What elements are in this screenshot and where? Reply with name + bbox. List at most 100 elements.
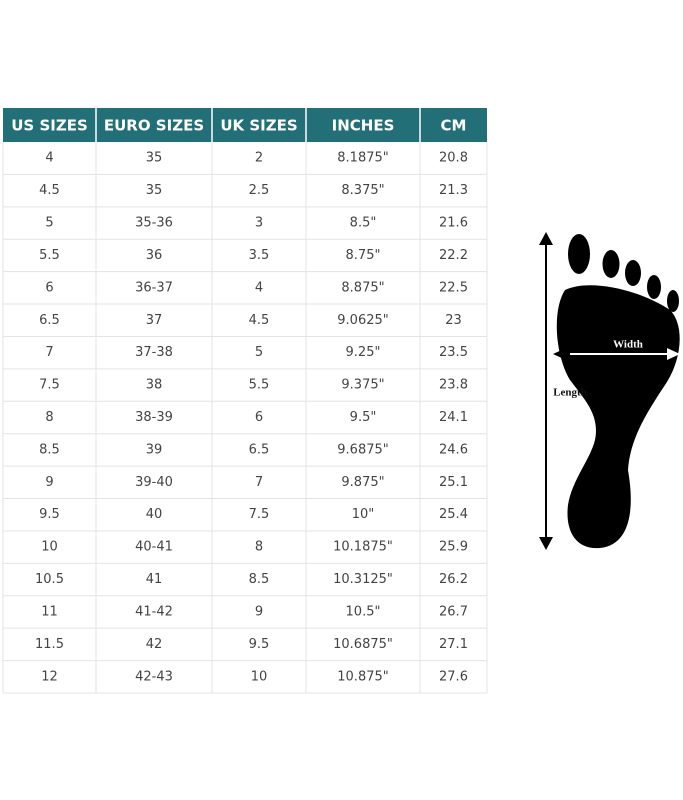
table-cell: 9: [255, 604, 263, 619]
table-cell: 6: [45, 280, 53, 295]
table-cell: 26.7: [439, 604, 468, 619]
table-cell: 40-41: [135, 540, 173, 555]
table-cell: 38-39: [135, 410, 173, 425]
table-cell: 40: [146, 507, 163, 522]
table-cell: 23: [445, 313, 462, 328]
toe: [667, 290, 679, 312]
table-cell: 6.5: [39, 313, 60, 328]
table-cell: 10.6875": [333, 637, 393, 652]
table-cell: 25.1: [439, 475, 468, 490]
arrow-head: [667, 348, 680, 360]
toe: [602, 250, 620, 278]
table-cell: 4.5: [249, 313, 270, 328]
table-cell: 24.1: [439, 410, 468, 425]
header-cell: EURO SIZES: [104, 117, 204, 135]
table-cell: 35: [146, 151, 163, 166]
table-cell: 6.5: [249, 442, 270, 457]
table-cell: 9.0625": [337, 313, 388, 328]
table-cell: 5: [255, 345, 263, 360]
table-cell: 2: [255, 151, 263, 166]
table-cell: 9.6875": [337, 442, 388, 457]
table-cell: 36-37: [135, 280, 173, 295]
table-cell: 35-36: [135, 216, 173, 231]
table-cell: 11: [41, 604, 58, 619]
toe: [625, 260, 641, 286]
table-cell: 8.875": [341, 280, 384, 295]
table-cell: 38: [146, 378, 163, 393]
table-cell: 3: [255, 216, 263, 231]
width-label: Width: [613, 339, 643, 351]
table-cell: 22.2: [439, 248, 468, 263]
table-cell: 3.5: [249, 248, 270, 263]
table-cell: 39: [146, 442, 163, 457]
table-cell: 11.5: [35, 637, 64, 652]
table-cell: 36: [146, 248, 163, 263]
table-cell: 6: [255, 410, 263, 425]
table-cell: 9.5: [39, 507, 60, 522]
table-cell: 23.8: [439, 378, 468, 393]
table-cell: 25.4: [439, 507, 468, 522]
table-cell: 41: [146, 572, 163, 587]
table-cell: 10.5: [35, 572, 64, 587]
table-cell: 8.5: [249, 572, 270, 587]
table-cell: 8.375": [341, 183, 384, 198]
table-cell: 9.5: [249, 637, 270, 652]
size-table: US SIZES EURO SIZES UK SIZES INCHES CM4 35 2 8.…: [2, 108, 488, 694]
table-cell: 24.6: [439, 442, 468, 457]
table-cell: 10": [352, 507, 375, 522]
table-cell: 7.5: [249, 507, 270, 522]
table-cell: 8: [255, 540, 263, 555]
table-cell: 12: [41, 669, 58, 684]
table-cell: 5.5: [39, 248, 60, 263]
length-label: Length: [553, 387, 587, 399]
table-cell: 8: [45, 410, 53, 425]
table-cell: 22.5: [439, 280, 468, 295]
header-cell: US SIZES: [11, 117, 88, 135]
table-cell: 42-43: [135, 669, 173, 684]
table-cell: 5: [45, 216, 53, 231]
header-cell: INCHES: [332, 117, 395, 135]
table-cell: 25.9: [439, 540, 468, 555]
toe: [647, 275, 661, 299]
header-cell: UK SIZES: [220, 117, 297, 135]
table-cell: 7.5: [39, 378, 60, 393]
table-cell: 41-42: [135, 604, 173, 619]
table-cell: 8.5": [350, 216, 377, 231]
toe: [568, 234, 590, 274]
table-cell: 4.5: [39, 183, 60, 198]
table-cell: 35: [146, 183, 163, 198]
header-cell: CM: [441, 117, 467, 135]
table-cell: 20.8: [439, 151, 468, 166]
table-cell: 4: [255, 280, 263, 295]
table-cell: 2.5: [249, 183, 270, 198]
table-cell: 10.5": [346, 604, 381, 619]
table-cell: 39-40: [135, 475, 173, 490]
table-cell: 26.2: [439, 572, 468, 587]
table-cell: 23.5: [439, 345, 468, 360]
table-cell: 10.1875": [333, 540, 393, 555]
table-cell: 7: [45, 345, 53, 360]
table-cell: 8.75": [346, 248, 381, 263]
table-cell: 37: [146, 313, 163, 328]
table-cell: 5.5: [249, 378, 270, 393]
foot-diagram: Width Length: [539, 232, 680, 550]
table-cell: 10.3125": [333, 572, 393, 587]
arrow-head: [553, 348, 566, 360]
table-cell: 9: [45, 475, 53, 490]
table-cell: 7: [255, 475, 263, 490]
table-cell: 8.1875": [337, 151, 388, 166]
table-cell: 10: [251, 669, 268, 684]
table-cell: 10.875": [337, 669, 388, 684]
table-cell: 9.875": [341, 475, 384, 490]
table-cell: 9.375": [341, 378, 384, 393]
table-cell: 27.6: [439, 669, 468, 684]
table-cell: 9.5": [350, 410, 377, 425]
table-cell: 37-38: [135, 345, 173, 360]
table-cell: 4: [45, 151, 53, 166]
sole: [556, 285, 680, 549]
table-cell: 21.6: [439, 216, 468, 231]
table-cell: 21.3: [439, 183, 468, 198]
header-row: [3, 108, 487, 142]
table-cell: 10: [41, 540, 58, 555]
